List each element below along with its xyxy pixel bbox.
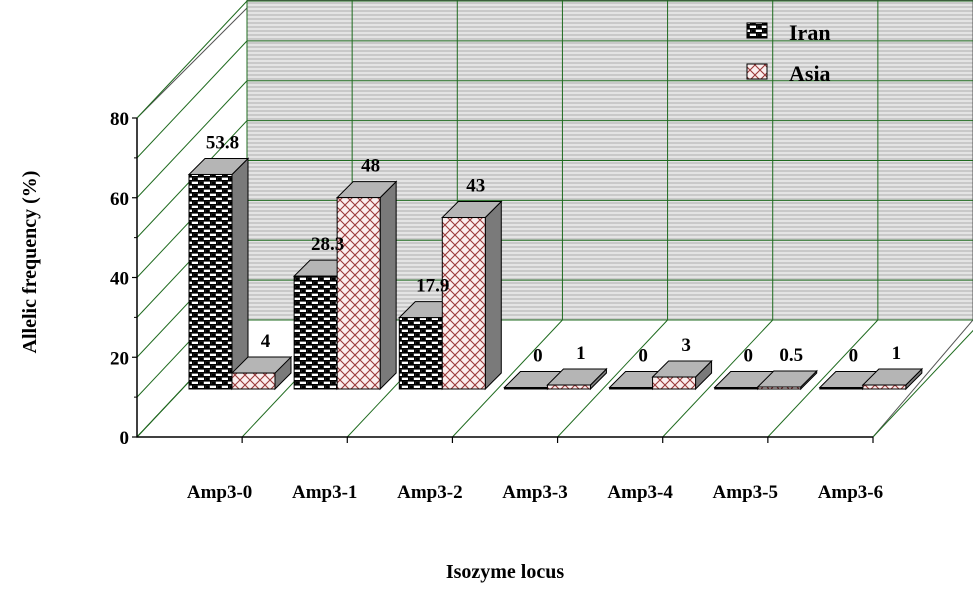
data-label-iran: 53.8 bbox=[206, 132, 239, 153]
x-tick-label: Amp3-0 bbox=[187, 482, 252, 503]
data-label-asia: 43 bbox=[466, 176, 485, 197]
bar-front bbox=[441, 217, 486, 390]
data-label-iran: 28.3 bbox=[311, 234, 344, 255]
gridline-x bbox=[872, 329, 973, 438]
legend: Iran Asia bbox=[746, 20, 831, 86]
bar-front bbox=[398, 317, 443, 390]
bar-side bbox=[379, 180, 397, 391]
gridline-x bbox=[557, 0, 669, 438]
x-tick-label: Amp3-3 bbox=[502, 482, 567, 503]
data-label-asia: 1 bbox=[576, 343, 586, 364]
y-tick-label: 40 bbox=[110, 269, 129, 290]
x-axis-title: Isozyme locus bbox=[446, 561, 565, 583]
bar-side bbox=[231, 157, 249, 391]
data-label-asia: 0.5 bbox=[779, 345, 803, 366]
data-label-asia: 1 bbox=[892, 343, 902, 364]
bar-asia-amp3-6 bbox=[861, 367, 924, 391]
x-tick-label: Amp3-1 bbox=[292, 482, 357, 503]
gridline-y bbox=[136, 80, 973, 199]
y-tick-label: 0 bbox=[120, 428, 130, 449]
bar-asia-amp3-1 bbox=[335, 180, 398, 391]
bars bbox=[187, 157, 924, 391]
gridline-y bbox=[136, 0, 973, 119]
bar-front bbox=[293, 275, 338, 390]
gridline-x bbox=[767, 0, 879, 438]
x-tick-label: Amp3-2 bbox=[397, 482, 462, 503]
legend-label-iran: Iran bbox=[789, 20, 831, 45]
data-label-iran: 0 bbox=[849, 346, 859, 367]
bar-front bbox=[503, 387, 548, 390]
bar-front bbox=[714, 387, 759, 390]
data-label-asia: 4 bbox=[261, 331, 271, 352]
bar-front bbox=[757, 386, 802, 390]
bar-front bbox=[862, 384, 907, 390]
data-labels: 53.8 4 28.3 48 17.9 43 0 1 0 3 0 0.5 0 1 bbox=[206, 132, 901, 366]
data-label-iran: 0 bbox=[743, 346, 753, 367]
legend-label-asia: Asia bbox=[789, 61, 831, 86]
y-tick-label: 20 bbox=[110, 348, 129, 369]
bar-front bbox=[652, 376, 697, 390]
y-axis-ticks: 0 20 40 60 80 bbox=[110, 109, 137, 449]
bar-iran-amp3-0 bbox=[187, 157, 250, 391]
legend-swatch-asia bbox=[746, 63, 768, 80]
bar-front bbox=[231, 372, 276, 390]
bar-front bbox=[546, 384, 591, 390]
gridline-x bbox=[452, 0, 563, 438]
bar-front bbox=[609, 387, 654, 390]
data-label-iran: 17.9 bbox=[416, 276, 449, 297]
bar-asia-amp3-0 bbox=[230, 355, 293, 391]
bar-front bbox=[188, 173, 233, 390]
legend-swatch-iran bbox=[746, 22, 768, 39]
bar-front bbox=[336, 197, 381, 390]
bar-asia-amp3-4 bbox=[651, 359, 713, 391]
bar-asia-amp3-3 bbox=[546, 367, 608, 391]
bar-asia-amp3-5 bbox=[756, 369, 818, 391]
x-tick-label: Amp3-6 bbox=[818, 482, 883, 503]
y-tick-label: 60 bbox=[110, 189, 129, 210]
bar-side bbox=[484, 200, 502, 391]
data-label-asia: 3 bbox=[681, 335, 691, 356]
bar-front bbox=[819, 387, 864, 390]
x-axis-ticks: Amp3-0 Amp3-1 Amp3-2 Amp3-3 Amp3-4 Amp3-5 Amp3… bbox=[187, 437, 883, 503]
data-label-iran: 0 bbox=[533, 346, 543, 367]
x-tick-label: Amp3-4 bbox=[607, 482, 673, 503]
data-label-asia: 48 bbox=[361, 156, 380, 177]
gridline-x bbox=[662, 0, 774, 438]
bar-asia-amp3-2 bbox=[441, 200, 503, 391]
y-axis-title: Allelic frequency (%) bbox=[19, 171, 41, 354]
y-tick-label: 80 bbox=[110, 109, 129, 130]
x-tick-label: Amp3-5 bbox=[713, 482, 778, 503]
data-label-iran: 0 bbox=[638, 346, 648, 367]
gridline-y bbox=[136, 40, 973, 159]
